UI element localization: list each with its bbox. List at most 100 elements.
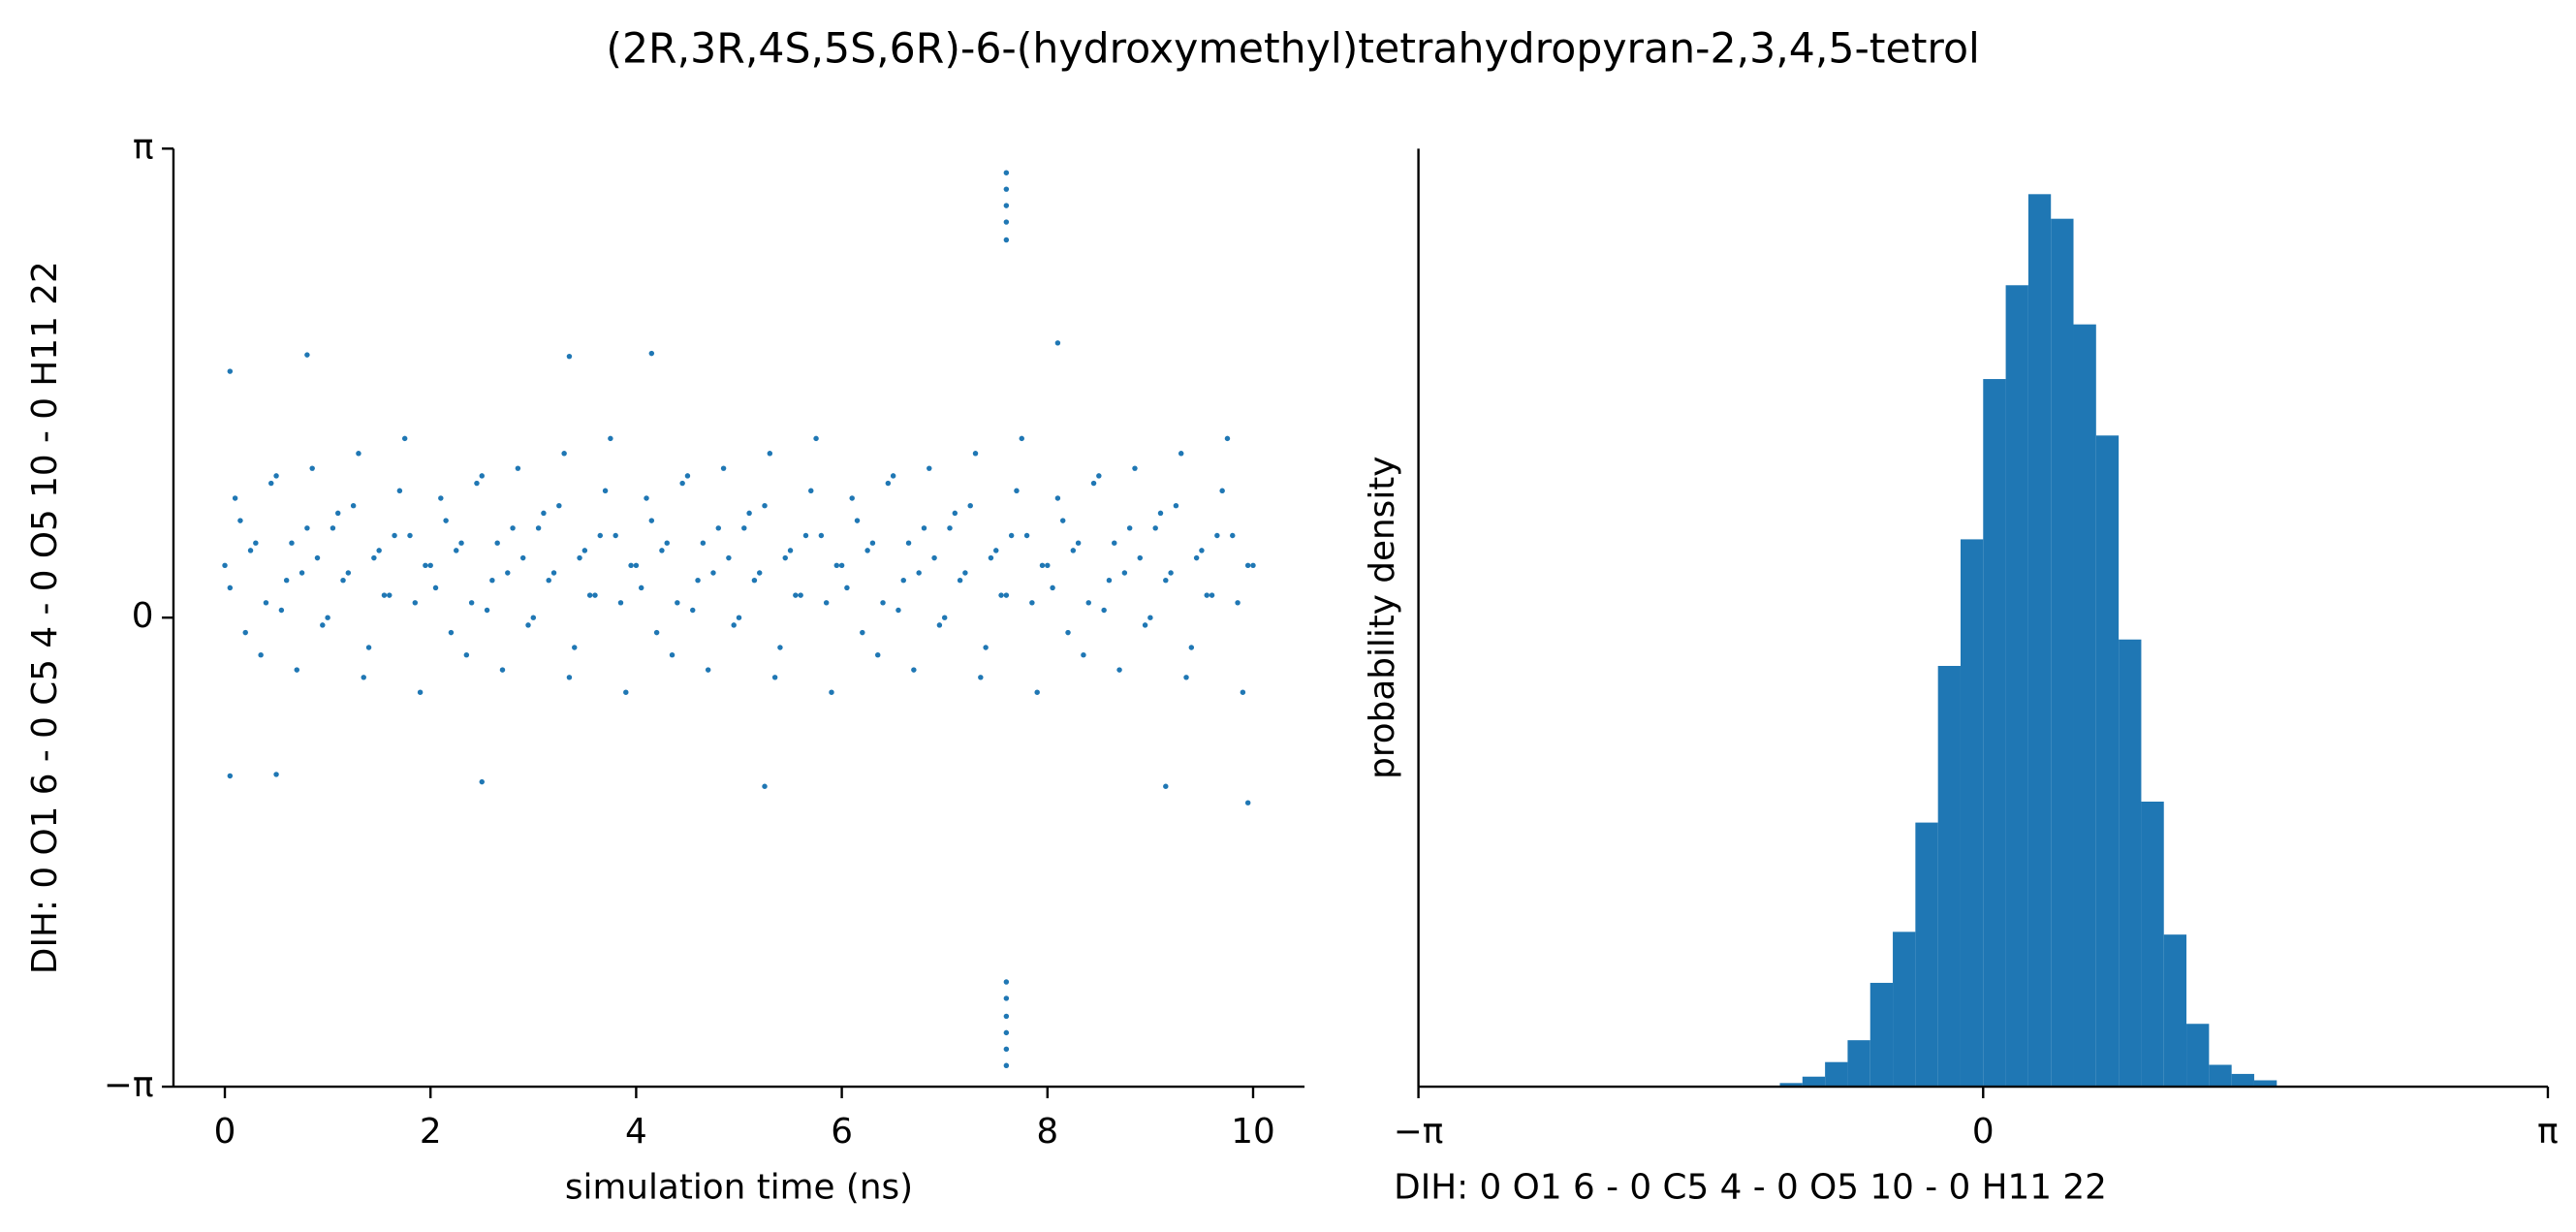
scatter-point — [1224, 435, 1231, 442]
scatter-point — [1096, 473, 1102, 479]
scatter-point — [273, 772, 279, 777]
scatter-point — [423, 562, 428, 569]
scatter-point — [458, 540, 464, 546]
scatter-point — [1070, 548, 1077, 553]
x-tick-label: 0 — [214, 1112, 236, 1152]
hist-bar — [2253, 1080, 2278, 1088]
hist-bar — [2027, 194, 2052, 1088]
scatter-point — [1003, 170, 1010, 175]
scatter-point — [1003, 1062, 1010, 1068]
scatter-point — [1039, 562, 1046, 569]
scatter-point — [561, 451, 567, 457]
scatter-point — [556, 502, 562, 509]
hist-bar — [2005, 285, 2028, 1088]
scatter-point — [304, 352, 310, 358]
scatter-point — [762, 502, 768, 509]
hist-bar — [1960, 539, 1984, 1088]
scatter-point — [1101, 607, 1107, 614]
scatter-point — [417, 689, 424, 695]
hist-bar — [2209, 1064, 2232, 1088]
scatter-point — [782, 554, 788, 561]
scatter-point — [592, 592, 598, 598]
scatter-point — [1209, 592, 1215, 598]
scatter-point — [978, 675, 984, 680]
scatter-point — [1152, 525, 1158, 531]
scatter-point — [911, 667, 917, 673]
scatter-point — [720, 465, 727, 471]
scatter-point — [880, 600, 886, 606]
scatter-point — [1244, 800, 1251, 806]
scatter-point — [1106, 577, 1113, 584]
scatter-point — [1173, 502, 1179, 509]
scatter-point — [993, 548, 999, 553]
y-tick-label: −π — [104, 1065, 154, 1105]
scatter-point — [247, 548, 254, 553]
scatter-point — [541, 510, 547, 517]
scatter-point — [613, 532, 618, 539]
scatter-point — [1065, 629, 1071, 636]
scatter-point — [294, 667, 300, 673]
scatter-point — [854, 518, 861, 523]
scatter-point — [921, 525, 927, 531]
scatter-point — [1199, 548, 1205, 553]
x-tick-label: 6 — [831, 1112, 853, 1152]
hist-bar — [2095, 435, 2120, 1088]
scatter-point — [1157, 510, 1164, 517]
scatter-point — [983, 645, 989, 650]
scatter-point — [1003, 237, 1010, 243]
x-tick-label: 0 — [1972, 1112, 1995, 1152]
x-tick-label: −π — [1394, 1112, 1444, 1152]
scatter-point — [227, 773, 234, 779]
scatter-point — [253, 540, 259, 546]
scatter-point — [1142, 622, 1148, 628]
scatter-point — [566, 353, 573, 360]
scatter-point — [793, 592, 799, 598]
scatter-point — [1034, 689, 1040, 695]
scatter-point — [289, 540, 295, 546]
scatter-point — [432, 584, 439, 591]
figure-title: (2R,3R,4S,5S,6R)-6-(hydroxymethyl)tetrah… — [606, 24, 1979, 73]
scatter-point — [864, 548, 870, 553]
scatter-point — [787, 548, 794, 553]
scatter-point — [726, 554, 732, 561]
scatter-point — [684, 473, 691, 479]
scatter-point — [1235, 600, 1241, 606]
scatter-point — [494, 540, 500, 546]
scatter-point — [962, 570, 968, 576]
scatter-point — [1193, 554, 1200, 561]
scatter-point — [242, 629, 248, 636]
scatter-point — [1250, 562, 1256, 569]
scatter-point — [463, 651, 470, 658]
scatter-point — [1126, 525, 1133, 531]
scatter-point — [361, 675, 366, 680]
scatter-point — [1003, 592, 1010, 598]
hist-bar — [1893, 932, 1916, 1088]
scatter-point — [890, 473, 896, 479]
scatter-point — [381, 592, 388, 598]
hist-bar — [2163, 934, 2187, 1088]
scatter-point — [407, 532, 413, 539]
scatter-point — [767, 451, 773, 457]
scatter-point — [1219, 488, 1225, 494]
scatter-point — [648, 518, 655, 523]
scatter-point — [947, 525, 953, 531]
scatter-point — [474, 480, 480, 487]
scatter-point — [638, 584, 644, 591]
scatter-point — [1147, 615, 1153, 620]
scatter-point — [401, 435, 408, 442]
scatter-point — [550, 570, 557, 576]
scatter-point — [746, 510, 752, 517]
hist-bar — [1915, 822, 1938, 1088]
scatter-point — [586, 592, 593, 598]
scatter-point — [1230, 532, 1236, 539]
scatter-point — [988, 554, 994, 561]
scatter-point — [510, 525, 516, 531]
y-tick-label: 0 — [132, 596, 154, 636]
y-axis-label: DIH: 0 O1 6 - 0 C5 4 - 0 O5 10 - 0 H11 2… — [25, 261, 65, 974]
scatter-point — [731, 622, 737, 628]
scatter-point — [535, 525, 542, 531]
scatter-point — [427, 562, 433, 569]
scatter-point — [905, 540, 912, 546]
scatter-point — [258, 651, 264, 658]
scatter-point — [623, 689, 629, 695]
